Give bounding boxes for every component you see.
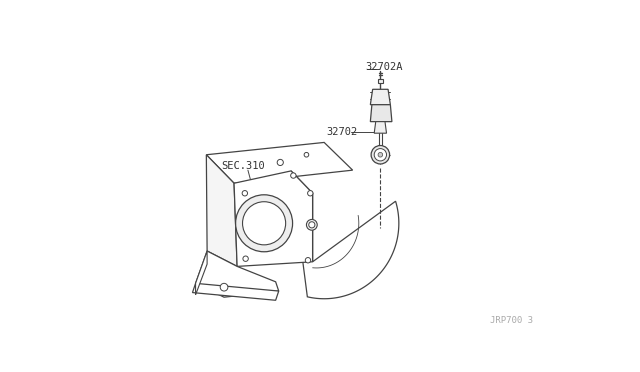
Circle shape: [243, 202, 285, 245]
Polygon shape: [206, 142, 353, 183]
Polygon shape: [378, 78, 383, 83]
Circle shape: [308, 190, 313, 196]
Polygon shape: [196, 251, 207, 295]
Circle shape: [304, 153, 308, 157]
Circle shape: [371, 145, 390, 164]
Circle shape: [236, 195, 292, 252]
Circle shape: [305, 257, 310, 263]
Circle shape: [291, 173, 296, 178]
Circle shape: [220, 283, 228, 291]
Circle shape: [308, 222, 315, 228]
Polygon shape: [291, 171, 399, 299]
Circle shape: [307, 219, 317, 230]
Polygon shape: [371, 89, 390, 105]
Text: 32702A: 32702A: [365, 62, 403, 72]
Circle shape: [277, 159, 284, 166]
Text: SEC.310: SEC.310: [221, 161, 266, 170]
Circle shape: [378, 153, 383, 157]
Circle shape: [243, 256, 248, 262]
Circle shape: [374, 148, 387, 161]
Text: 32702: 32702: [326, 126, 358, 137]
Polygon shape: [234, 171, 312, 266]
Polygon shape: [196, 251, 279, 297]
Circle shape: [242, 190, 248, 196]
Polygon shape: [371, 105, 392, 122]
Polygon shape: [206, 155, 237, 266]
Polygon shape: [193, 283, 279, 300]
Text: JRP700 3: JRP700 3: [490, 316, 532, 325]
Polygon shape: [374, 122, 387, 133]
